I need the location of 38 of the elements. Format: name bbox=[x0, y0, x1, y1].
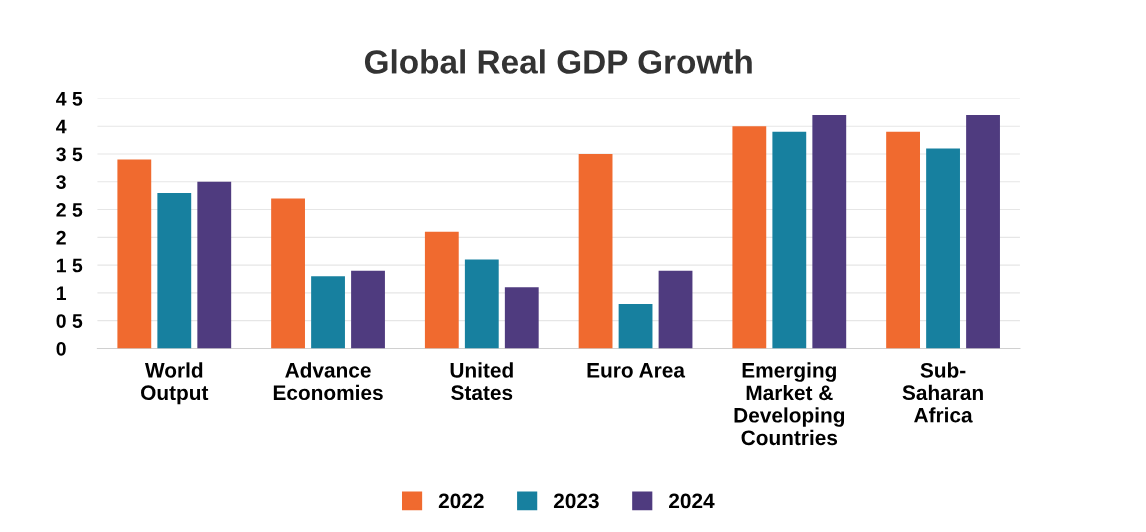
bar bbox=[618, 304, 653, 349]
bar bbox=[504, 287, 539, 349]
bar bbox=[966, 115, 1000, 349]
x-tick-label: Euro Area bbox=[587, 363, 686, 378]
x-tick-label: United States bbox=[450, 362, 513, 401]
bar bbox=[732, 126, 767, 349]
legend-label: 2024 bbox=[669, 493, 715, 509]
legend-label: 2022 bbox=[438, 493, 484, 509]
bar bbox=[197, 181, 232, 349]
bar bbox=[658, 270, 693, 349]
bar bbox=[157, 192, 192, 349]
chart-title: Global Real GDP Growth bbox=[364, 49, 752, 74]
x-tick-label: World Output bbox=[141, 362, 209, 405]
y-tick-label: 4 bbox=[56, 119, 67, 134]
y-tick-label: 1 bbox=[56, 286, 67, 300]
y-tick-label: 0 5 bbox=[56, 314, 83, 328]
y-tick-label: 3 bbox=[56, 175, 66, 190]
bar bbox=[271, 198, 305, 349]
bar bbox=[578, 153, 613, 349]
y-tick-label: 2 5 bbox=[56, 203, 83, 217]
y-tick-label: 1 5 bbox=[56, 258, 83, 273]
bar bbox=[886, 131, 920, 349]
bar bbox=[424, 231, 459, 349]
bar bbox=[351, 270, 385, 349]
y-tick-label: 2 bbox=[56, 230, 66, 245]
x-tick-label: Emerging Market & Developing Countries bbox=[734, 362, 845, 446]
legend-label: 2023 bbox=[553, 493, 599, 509]
x-tick-label: Advance Economies bbox=[273, 362, 383, 401]
y-tick-label: 0 bbox=[56, 341, 66, 356]
bar bbox=[812, 115, 847, 349]
bar bbox=[926, 148, 960, 349]
bar bbox=[117, 159, 152, 349]
x-tick-label: Sub- Saharan Africa bbox=[902, 362, 983, 423]
y-tick-label: 4 5 bbox=[56, 92, 83, 106]
bar bbox=[311, 276, 345, 349]
bar bbox=[772, 131, 807, 349]
bar bbox=[464, 259, 499, 349]
y-tick-label: 3 5 bbox=[56, 147, 83, 162]
